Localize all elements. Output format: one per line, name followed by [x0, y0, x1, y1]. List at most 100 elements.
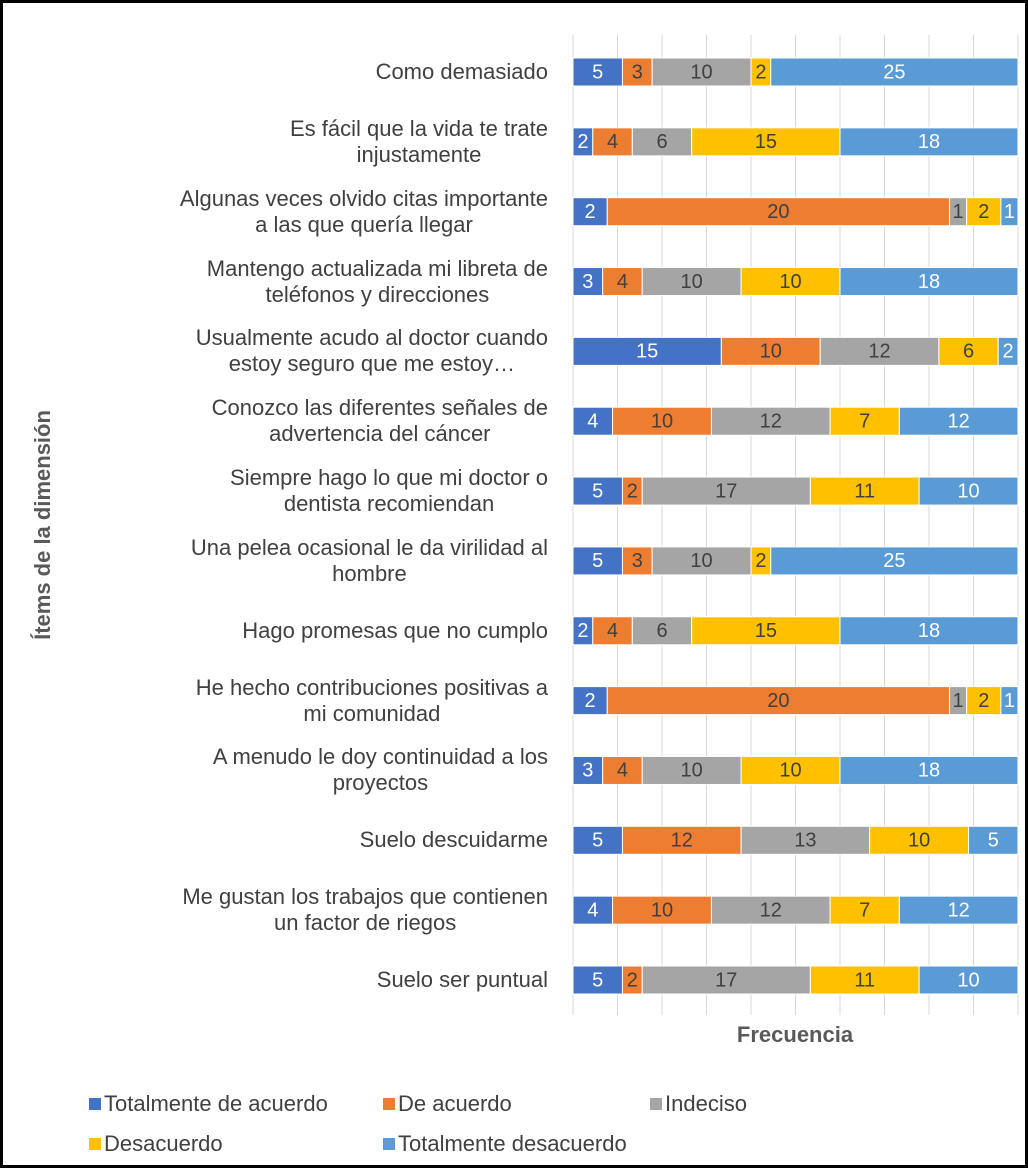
data-label: 4	[617, 760, 628, 782]
data-label: 3	[632, 61, 643, 83]
y-tick-label: Me gustan los trabajos que contienen un …	[182, 884, 548, 936]
data-label: 18	[918, 271, 940, 293]
data-label: 3	[582, 271, 593, 293]
data-label: 10	[957, 969, 979, 991]
data-label: 10	[651, 899, 673, 921]
data-label: 2	[978, 690, 989, 712]
data-label: 20	[767, 690, 789, 712]
bar-segment	[968, 825, 1019, 855]
data-label: 3	[632, 550, 643, 572]
bar-segment	[602, 267, 643, 297]
data-label: 12	[948, 899, 970, 921]
bar-segment	[572, 895, 614, 925]
y-tick-label: Una pelea ocasional le da virilidad al h…	[190, 534, 548, 586]
bar-segment	[612, 406, 712, 436]
legend-label: Totalmente desacuerdo	[398, 1131, 627, 1156]
legend-swatch	[89, 1138, 101, 1150]
bar-segment	[740, 267, 841, 297]
bar-segment	[710, 895, 831, 925]
bar-segment	[592, 616, 633, 646]
data-label: 18	[918, 131, 940, 153]
bar-segment	[606, 686, 951, 716]
bar-segment	[621, 546, 653, 576]
bar-segment	[572, 825, 623, 855]
data-label: 11	[854, 480, 875, 502]
data-label: 10	[681, 760, 703, 782]
bar-segment	[710, 406, 831, 436]
data-label: 10	[779, 760, 801, 782]
data-label: 10	[957, 480, 979, 502]
data-label: 1	[953, 690, 964, 712]
y-tick-label: Hago promesas que no cumplo	[242, 617, 548, 643]
y-tick-label: Suelo descuidarme	[359, 827, 548, 853]
bar-segment	[918, 965, 1019, 995]
bar-segment	[839, 127, 1019, 157]
data-label: 25	[883, 550, 905, 572]
legend-label: Totalmente de acuerdo	[104, 1091, 328, 1116]
y-tick-label: Siempre hago lo que mi doctor o dentista…	[230, 465, 548, 517]
data-label: 12	[868, 341, 890, 363]
y-tick-label: Como demasiado	[375, 59, 548, 84]
data-label: 4	[607, 131, 618, 153]
bar-segment	[572, 197, 608, 227]
data-label: 18	[918, 760, 940, 782]
bar-segment	[602, 755, 643, 785]
bar-segment	[997, 336, 1019, 366]
bar-segment	[1000, 197, 1019, 227]
bar-segment	[740, 755, 841, 785]
data-label: 2	[1003, 341, 1014, 363]
data-label: 2	[755, 61, 766, 83]
bar-segment	[691, 127, 841, 157]
y-axis-title: Ítems de la dimensión	[30, 410, 55, 640]
bar-segment	[621, 57, 653, 87]
data-label: 5	[592, 550, 603, 572]
x-axis-title: Frecuencia	[737, 1022, 854, 1047]
bar-segment	[572, 546, 623, 576]
bar-segment	[839, 616, 1019, 646]
data-label: 3	[582, 760, 593, 782]
data-label: 12	[760, 899, 782, 921]
data-label: 4	[587, 899, 598, 921]
bar-segment	[966, 686, 1002, 716]
data-label: 17	[715, 480, 737, 502]
y-tick-label: Mantengo actualizada mi libreta de teléf…	[206, 255, 548, 307]
data-label: 5	[988, 830, 999, 852]
bar-segment	[966, 197, 1002, 227]
bar-segment	[651, 57, 752, 87]
data-label: 12	[948, 411, 970, 433]
data-label: 15	[636, 341, 658, 363]
data-label: 5	[592, 480, 603, 502]
bar-segment	[898, 406, 1019, 436]
data-label: 15	[755, 131, 777, 153]
data-label: 10	[681, 271, 703, 293]
data-label: 2	[755, 550, 766, 572]
data-label: 2	[585, 201, 596, 223]
data-label: 2	[627, 969, 638, 991]
legend-label: Desacuerdo	[104, 1131, 223, 1156]
data-label: 4	[607, 620, 618, 642]
bar-segment	[918, 476, 1019, 506]
legend-swatch	[89, 1098, 101, 1110]
y-tick-label: Algunas veces olvido citas importante a …	[179, 185, 548, 237]
data-label: 20	[767, 201, 789, 223]
data-label: 4	[617, 271, 628, 293]
data-label: 4	[587, 411, 598, 433]
data-label: 5	[592, 969, 603, 991]
y-tick-label: Es fácil que la vida te trate injustamen…	[289, 115, 548, 167]
bar-segment	[809, 965, 920, 995]
bar-segment	[839, 755, 1019, 785]
bar-segment	[839, 267, 1019, 297]
legend-label: Indeciso	[665, 1091, 747, 1116]
data-label: 2	[978, 201, 989, 223]
data-label: 7	[859, 899, 870, 921]
legend-swatch	[383, 1098, 395, 1110]
data-label: 5	[592, 830, 603, 852]
data-label: 17	[715, 969, 737, 991]
y-tick-label: He hecho contribuciones positivas a mi c…	[195, 674, 548, 726]
bar-segment	[641, 476, 811, 506]
data-label: 18	[918, 620, 940, 642]
bar-segment	[770, 546, 1019, 576]
data-label: 10	[779, 271, 801, 293]
